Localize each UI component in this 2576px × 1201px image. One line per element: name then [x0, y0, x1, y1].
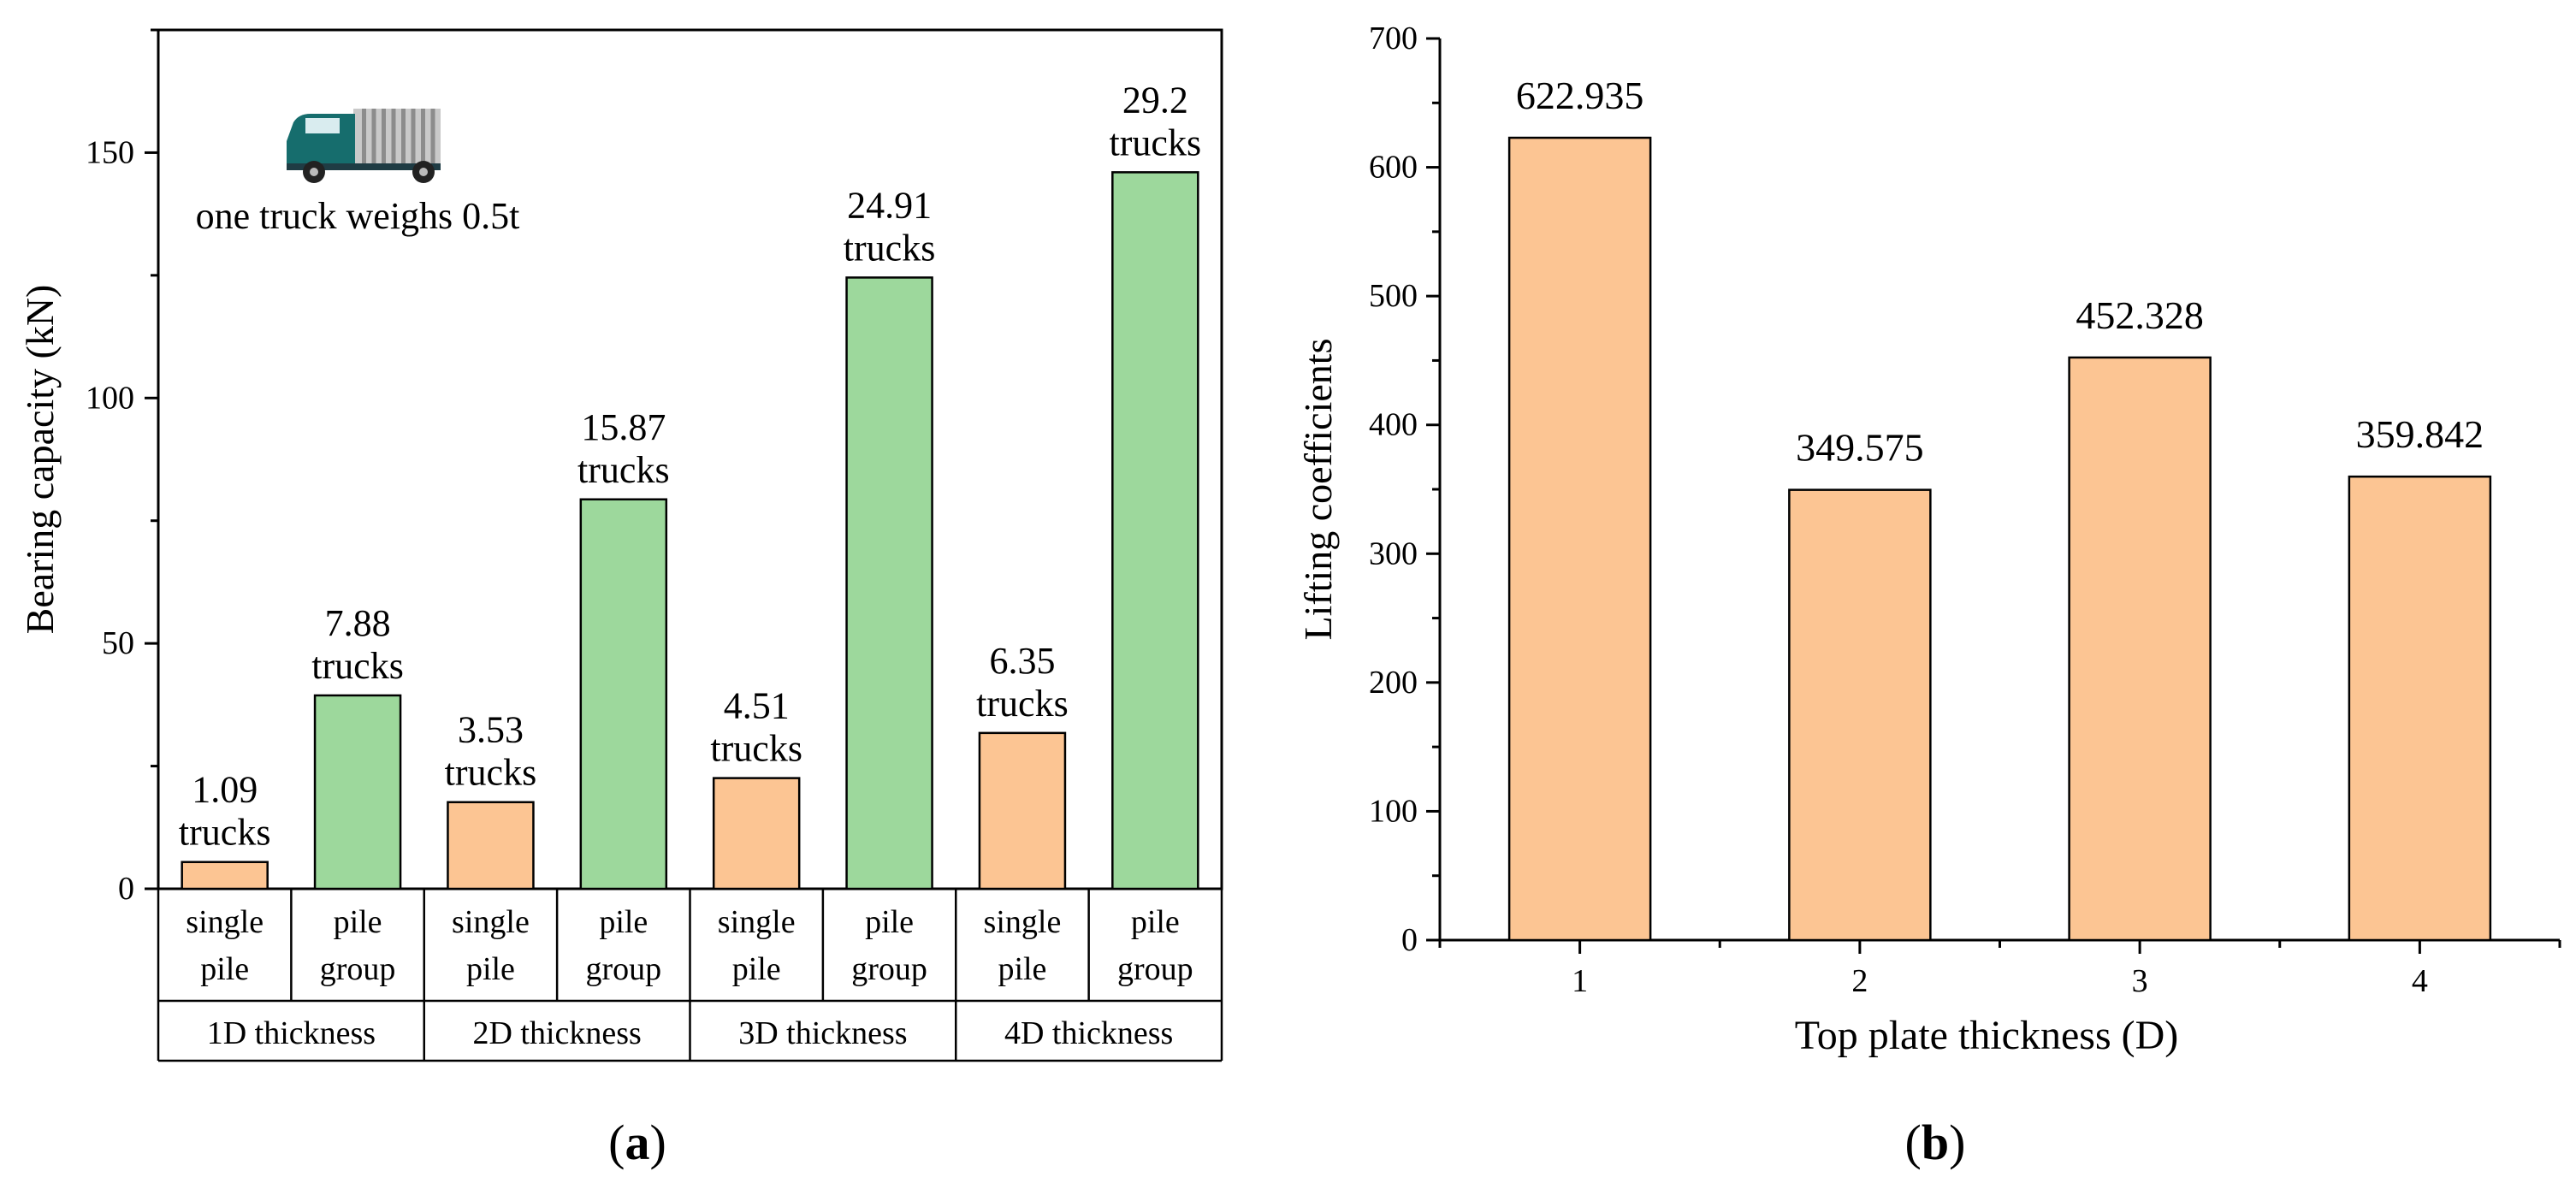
- y-tick-label: 600: [1369, 150, 1418, 186]
- bar-value-label: 6.35: [989, 640, 1055, 682]
- panel-paren: ): [1949, 1115, 1965, 1170]
- y-tick-label: 700: [1369, 21, 1418, 56]
- bar: [2068, 356, 2212, 942]
- panel-letter: b: [1922, 1115, 1949, 1170]
- bar-unit-label: trucks: [976, 683, 1069, 725]
- y-tick-label: 100: [86, 380, 134, 416]
- category-label-line2: pile: [466, 951, 515, 987]
- category-label-line1: single: [186, 904, 264, 940]
- category-label-line2: group: [585, 951, 661, 987]
- x-tick-label: 2: [1851, 963, 1868, 999]
- y-axis-label: Bearing capacity (kN): [18, 285, 62, 635]
- category-label-line1: single: [984, 904, 1062, 940]
- y-tick-label: 0: [1401, 922, 1418, 958]
- bar-unit-label: trucks: [577, 449, 670, 491]
- truck-hub-rear: [419, 168, 428, 176]
- annotation-truck-weight: one truck weighs 0.5t: [196, 195, 520, 237]
- truck-cargo: [353, 109, 441, 163]
- bar: [579, 498, 668, 890]
- bar-unit-label: trucks: [179, 812, 271, 854]
- truck-cargo-stripe: [421, 109, 425, 163]
- panel-label-a: (a): [608, 1115, 666, 1170]
- category-label-line2: group: [320, 951, 396, 987]
- group-label: 4D thickness: [1004, 1015, 1173, 1051]
- bar-value-label: 15.87: [581, 406, 666, 448]
- bar: [712, 777, 801, 890]
- category-label-line2: pile: [998, 951, 1046, 987]
- bar-unit-label: trucks: [1110, 121, 1202, 163]
- truck-cargo-stripe: [362, 109, 366, 163]
- bar: [447, 801, 535, 890]
- x-axis-label: Top plate thickness (D): [1795, 1013, 2179, 1058]
- bar: [1788, 488, 1932, 942]
- bar: [845, 276, 933, 890]
- y-tick-label: 150: [86, 134, 134, 170]
- bar-value-label: 29.2: [1122, 79, 1188, 121]
- x-tick-label: 1: [1572, 963, 1588, 999]
- category-label-line1: pile: [865, 904, 914, 940]
- category-label-line2: pile: [200, 951, 249, 987]
- truck-cargo-stripe: [430, 109, 435, 163]
- category-label-line1: single: [718, 904, 796, 940]
- truck-chassis: [287, 163, 441, 170]
- panel-b-lifting-coefficients-chart: 0 100 200 300 400 500 600 700 1 622.935 2 349.575 3 4…: [1296, 21, 2561, 1170]
- category-label-line2: pile: [732, 951, 781, 987]
- bar-value-label: 3.53: [458, 709, 524, 751]
- category-label-line1: pile: [1131, 904, 1180, 940]
- bar: [2348, 475, 2492, 942]
- bar: [1111, 171, 1199, 890]
- group-label: 2D thickness: [472, 1015, 641, 1051]
- category-label-line2: group: [851, 951, 927, 987]
- panel-label-b: (b): [1905, 1115, 1966, 1170]
- truck-cargo-stripe: [401, 109, 406, 163]
- bar-value-label: 622.935: [1516, 74, 1644, 117]
- bar-value-label: 349.575: [1796, 426, 1924, 470]
- y-tick-label: 200: [1369, 665, 1418, 701]
- x-tick-label: 4: [2412, 963, 2428, 999]
- bar: [181, 861, 269, 890]
- bar-unit-label: trucks: [710, 728, 802, 770]
- bar-unit-label: trucks: [844, 227, 936, 269]
- y-tick-label: 400: [1369, 407, 1418, 443]
- truck-hub-front: [310, 168, 318, 176]
- truck-window: [305, 118, 340, 133]
- bar-value-label: 359.842: [2356, 412, 2484, 456]
- bar: [978, 731, 1067, 890]
- truck-cargo-stripe: [371, 109, 376, 163]
- bar-value-label: 4.51: [724, 685, 790, 727]
- bar-value-label: 1.09: [192, 769, 258, 811]
- group-label: 1D thickness: [207, 1015, 376, 1051]
- y-tick-label: 500: [1369, 278, 1418, 314]
- truck-cargo-stripe: [382, 109, 386, 163]
- y-tick-label: 50: [102, 625, 134, 661]
- truck-cargo-stripe: [411, 109, 416, 163]
- truck-cargo-stripe: [391, 109, 396, 163]
- category-label-line1: pile: [599, 904, 648, 940]
- panel-letter: a: [625, 1115, 650, 1170]
- bar: [313, 694, 402, 890]
- y-tick-label: 300: [1369, 535, 1418, 571]
- truck-icon: [287, 109, 441, 183]
- category-label-line1: single: [452, 904, 530, 940]
- panel-a-bearing-capacity-chart: 0 50 100 150 Bearing capacity (kN) 1D thickne…: [18, 28, 1223, 1170]
- bar-value-label: 24.91: [847, 184, 932, 226]
- bar: [1507, 136, 1652, 942]
- bar-value-label: 7.88: [325, 602, 391, 644]
- bar-unit-label: trucks: [445, 752, 537, 794]
- y-tick-label: 100: [1369, 793, 1418, 829]
- category-label-line1: pile: [334, 904, 382, 940]
- y-axis-label: Lifting coefficients: [1296, 339, 1340, 641]
- x-tick-label: 3: [2132, 963, 2148, 999]
- y-tick-label: 0: [118, 871, 134, 907]
- bar-value-label: 452.328: [2076, 293, 2204, 337]
- panel-paren: ): [650, 1115, 666, 1170]
- category-label-line2: group: [1117, 951, 1193, 987]
- group-label: 3D thickness: [738, 1015, 907, 1051]
- bar-unit-label: trucks: [311, 645, 404, 687]
